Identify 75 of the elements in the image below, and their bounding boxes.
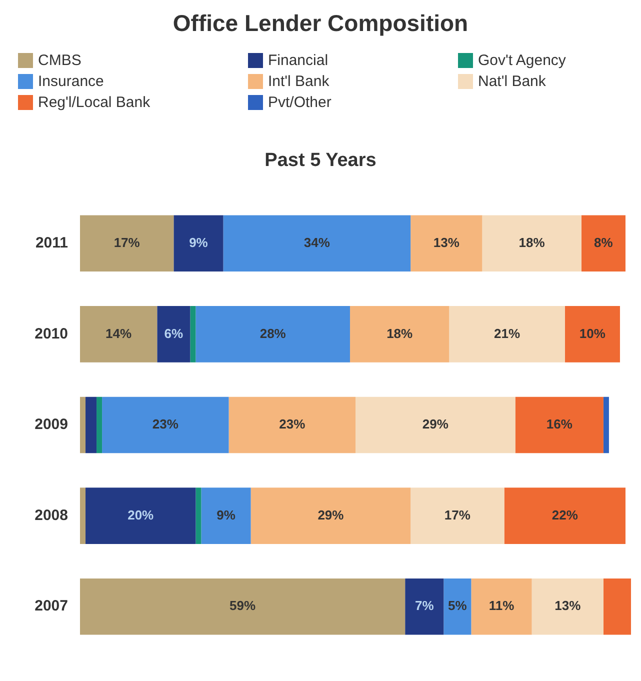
legend-label: Financial — [268, 52, 328, 69]
bar — [228, 396, 356, 454]
bar — [444, 578, 472, 635]
data-label: 22% — [552, 507, 578, 522]
data-label: 18% — [386, 326, 414, 341]
y-tick-label: 2007 — [34, 598, 68, 615]
y-tick-label: 2011 — [35, 234, 68, 252]
data-label: 9% — [216, 507, 236, 522]
bar — [410, 215, 482, 272]
bar — [80, 215, 174, 272]
bar — [157, 306, 190, 362]
data-label: 34% — [304, 234, 330, 250]
legend-label: Pvt/Other — [268, 94, 332, 111]
bar — [515, 396, 604, 454]
data-label: 29% — [318, 507, 344, 522]
bar — [86, 488, 196, 544]
data-label: 17% — [444, 507, 471, 522]
bar — [86, 396, 97, 454]
bar — [532, 578, 604, 635]
data-label: 28% — [260, 326, 286, 341]
data-label: 18% — [518, 234, 546, 250]
chart-title: Office Lender Composition — [172, 10, 470, 37]
bar — [201, 488, 251, 544]
bar — [356, 396, 516, 454]
bar — [80, 396, 86, 454]
legend-label: Int'l Bank — [268, 73, 330, 90]
y-tick-label: 2009 — [34, 416, 68, 434]
bar — [196, 488, 202, 544]
bar — [80, 488, 86, 544]
bar — [504, 488, 626, 544]
data-label: 14% — [106, 326, 132, 341]
bar — [102, 396, 229, 454]
data-label: 11% — [488, 598, 515, 614]
chart-subtitle: Past 5 Years — [264, 150, 378, 172]
y-tick-label: 2008 — [34, 506, 68, 524]
data-label: 20% — [128, 507, 154, 522]
bar — [581, 215, 626, 272]
data-label: 10% — [579, 326, 606, 341]
bar — [405, 578, 444, 635]
legend-label: Nat'l Bank — [478, 73, 546, 90]
legend-label: Insurance — [38, 73, 104, 90]
y-tick-label: 2010 — [34, 325, 68, 342]
bar — [190, 306, 196, 362]
bar — [350, 306, 450, 362]
bar — [564, 306, 620, 362]
bar — [80, 306, 158, 362]
bar — [603, 578, 631, 635]
bar — [471, 578, 532, 635]
data-label: 59% — [230, 598, 256, 614]
bar — [96, 396, 102, 454]
data-label: 13% — [433, 234, 460, 250]
data-label: 8% — [594, 234, 614, 250]
bar — [603, 396, 609, 454]
legend-label: Reg'l/Local Bank — [38, 94, 150, 111]
bar — [80, 578, 406, 635]
bar — [223, 215, 411, 272]
data-label: 29% — [422, 416, 449, 432]
bar — [174, 215, 224, 272]
bar — [410, 488, 504, 544]
data-label: 16% — [546, 416, 573, 432]
data-label: 13% — [554, 598, 582, 614]
data-label: 6% — [164, 326, 184, 341]
legend-label: Gov't Agency — [478, 52, 566, 69]
data-label: 21% — [494, 326, 520, 341]
bar — [482, 215, 582, 272]
legend-label: CMBS — [38, 52, 82, 69]
data-label: 23% — [152, 416, 179, 432]
data-label: 5% — [448, 598, 468, 614]
data-label: 7% — [414, 598, 434, 614]
data-label: 9% — [189, 234, 208, 250]
data-label: 23% — [279, 416, 306, 432]
bar — [250, 488, 411, 544]
bar — [449, 306, 565, 362]
bar — [196, 306, 350, 362]
data-label: 17% — [114, 234, 140, 250]
